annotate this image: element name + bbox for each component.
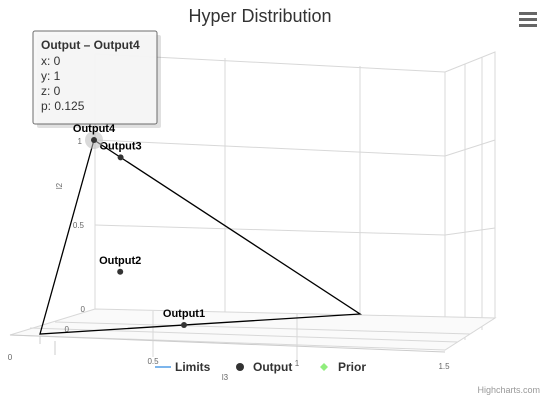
y-tick-label: 1 [78,137,83,146]
legend-item-limits[interactable]: Limits [155,360,211,374]
floor [9,308,497,351]
data-label: Output2 [99,255,141,267]
side-gridline [444,139,496,157]
legend-symbol-prior [320,363,328,371]
x-tick-label: 1.5 [438,362,450,371]
legend-label-limits: Limits [175,360,211,374]
y-gridline [94,139,446,157]
data-point [181,322,187,328]
chart-title: Hyper Distribution [188,6,331,26]
side-wall [444,51,496,351]
data-point [91,137,97,143]
tooltip-line: p: 0.125 [41,99,85,113]
legend-item-output[interactable]: Output [236,360,292,374]
tooltip-line: y: 1 [41,69,61,83]
legend-label-prior: Prior [338,360,366,374]
data-label: Output3 [100,140,142,152]
data-point [117,154,124,161]
tooltip-line: z: 0 [41,84,61,98]
data-point [117,268,124,275]
x-tick-label: 0.5 [147,357,159,366]
series-line-limits [39,139,362,335]
data-label: Output1 [163,308,205,320]
series-layer: Output1 Output2 Output3 Output4 [39,123,362,335]
y-gridline [94,224,446,236]
side-gridline [444,227,496,236]
floor-gridline [54,321,471,335]
tooltip: Output – Output4 x: 0 y: 1 z: 0 p: 0.125 [32,30,161,128]
y-axis-title: l2 [55,182,64,189]
legend-label-output: Output [253,360,292,374]
tooltip-line: x: 0 [41,54,61,68]
hamburger-menu-icon[interactable] [516,8,540,30]
legend-symbol-output [236,363,244,371]
legend-item-prior[interactable]: Prior [320,360,366,374]
z-tick-label: 0 [65,325,70,334]
credits-link[interactable]: Highcharts.com [477,385,540,395]
x-axis-title: l3 [222,373,229,382]
data-label: Output4 [73,123,116,135]
y-tick-label: 0.5 [73,221,85,230]
x-tick-label: 0 [8,353,13,362]
tooltip-title: Output – Output4 [41,38,140,52]
x-axis-line [9,334,446,353]
legend: Limits Output Prior [155,360,366,374]
y-tick-label: 0 [81,305,86,314]
x-tick-label: 1 [295,359,300,368]
